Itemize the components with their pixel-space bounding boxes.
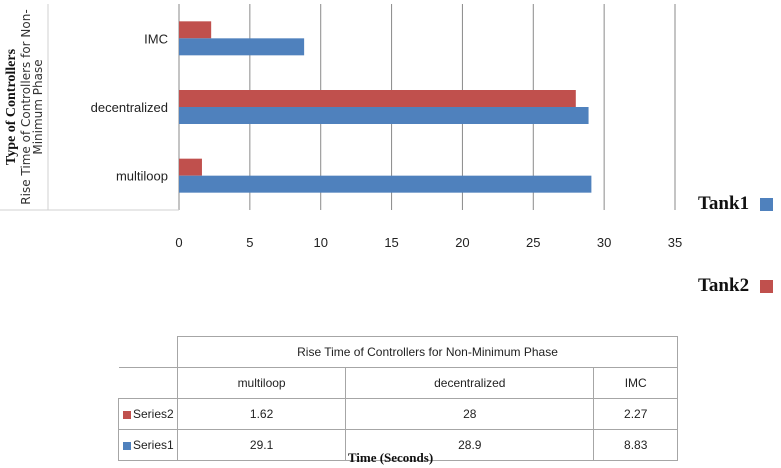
x-tick-label: 30	[597, 235, 611, 250]
legend-item-tank1: Tank1	[698, 193, 778, 215]
x-tick-label: 35	[668, 235, 682, 250]
bar-series2-decentralized	[179, 90, 576, 107]
bar-series1-decentralized	[179, 107, 589, 124]
x-tick-label: 0	[175, 235, 182, 250]
bar-chart: 0 5 10 15 20 25 30 35 multiloop decentralized IMC	[0, 4, 682, 250]
table-cell: 29.1	[176, 429, 347, 461]
x-tick-label: 5	[246, 235, 253, 250]
legend-swatch-tank1	[760, 197, 774, 211]
bar-series1-multiloop	[179, 175, 592, 193]
legend-swatch-tank2	[760, 279, 774, 293]
table-cell: 1.62	[176, 398, 347, 430]
series2-swatch	[123, 410, 131, 419]
table-cell: 2.27	[593, 398, 678, 430]
table-cell: 28.9	[345, 429, 595, 461]
table-corner-2	[118, 367, 178, 399]
table-col-header: decentralized	[345, 367, 595, 399]
bar-series2-IMC	[179, 21, 212, 39]
series1-label: Series1	[133, 438, 174, 452]
y-tick-label: multiloop	[116, 169, 168, 184]
y-tick-label: IMC	[144, 31, 168, 46]
data-table: Rise Time of Controllers for Non-Minimum…	[118, 336, 678, 461]
table-row: Series2 1.62 28 2.27	[118, 398, 678, 430]
x-tick-label: 15	[384, 235, 398, 250]
table-col-header: IMC	[593, 367, 678, 399]
x-tick-label: 25	[526, 235, 540, 250]
y-tick-label: decentralized	[91, 100, 168, 115]
legend-label-tank1: Tank1	[698, 193, 750, 214]
table-row-label: Series2	[118, 398, 178, 430]
bar-series2-multiloop	[179, 158, 202, 176]
x-tick-label: 10	[313, 235, 327, 250]
table-cell: 8.83	[593, 429, 678, 461]
x-tick-label: 20	[455, 235, 469, 250]
table-cell: 28	[345, 398, 595, 430]
x-axis-title: Time (Seconds)	[347, 450, 434, 465]
table-col-header: multiloop	[176, 367, 347, 399]
table-row: Series1 29.1 28.9 8.83	[118, 429, 678, 461]
table-title: Rise Time of Controllers for Non-Minimum…	[177, 336, 678, 368]
table-corner	[118, 336, 178, 368]
series1-swatch	[123, 441, 131, 450]
bar-series1-IMC	[179, 38, 305, 56]
series2-label: Series2	[133, 407, 174, 421]
legend-label-tank2: Tank2	[698, 275, 750, 296]
table-row-label: Series1	[118, 429, 178, 461]
legend-item-tank2: Tank2	[698, 275, 778, 297]
